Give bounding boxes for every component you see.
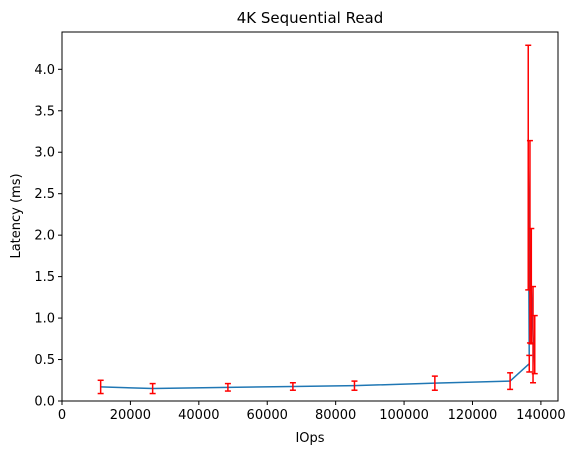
y-tick-label: 1.5 — [34, 270, 55, 285]
y-tick-label: 3.5 — [34, 104, 55, 119]
plot-background — [62, 32, 558, 401]
y-axis: 0.0 0.5 1.0 1.5 2.0 2.5 3.0 3.5 4.0 — [34, 63, 62, 410]
x-tick-label: 20000 — [110, 408, 151, 423]
chart-title: 4K Sequential Read — [237, 9, 384, 27]
error-bar — [507, 372, 514, 391]
error-bar — [97, 379, 104, 395]
y-tick-label: 0.0 — [34, 395, 55, 410]
error-bar — [431, 375, 438, 391]
errorbar-layer — [97, 44, 538, 395]
error-bar — [224, 382, 231, 392]
error-bar — [526, 354, 533, 373]
error-bar — [351, 380, 358, 391]
x-tick-label: 0 — [58, 408, 66, 423]
y-tick-label: 4.0 — [34, 63, 55, 78]
x-axis: 0 20000 40000 60000 80000 100000 120000 140000 — [58, 401, 566, 423]
error-bar — [531, 314, 538, 375]
y-tick-label: 3.0 — [34, 146, 55, 161]
x-tick-label: 100000 — [379, 408, 429, 423]
y-tick-label: 2.0 — [34, 229, 55, 244]
x-tick-label: 140000 — [516, 408, 566, 423]
y-axis-title: Latency (ms) — [9, 173, 24, 258]
x-tick-label: 60000 — [247, 408, 288, 423]
y-tick-label: 2.5 — [34, 187, 55, 202]
x-axis-title: IOps — [295, 431, 324, 446]
error-bar — [149, 382, 156, 395]
x-tick-label: 80000 — [315, 408, 356, 423]
error-bar — [530, 285, 537, 384]
y-tick-label: 1.0 — [34, 312, 55, 327]
plot-frame — [61, 31, 559, 402]
x-tick-label: 40000 — [178, 408, 219, 423]
error-bar — [289, 382, 296, 391]
y-tick-label: 0.5 — [34, 353, 55, 368]
x-tick-label: 120000 — [448, 408, 498, 423]
